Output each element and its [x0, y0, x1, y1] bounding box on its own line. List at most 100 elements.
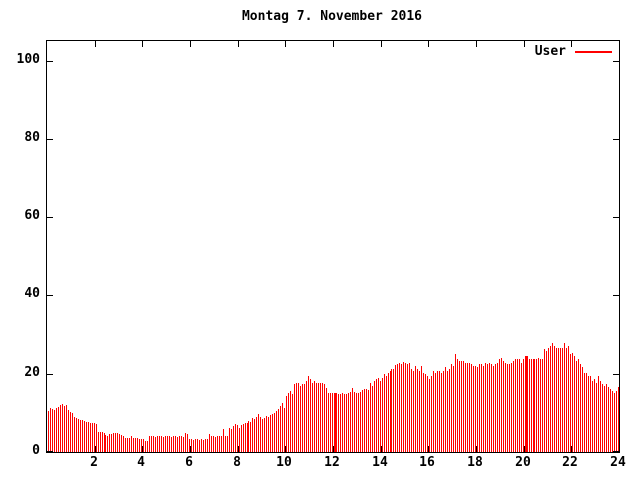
data-bar [332, 393, 333, 452]
data-bar [113, 433, 114, 452]
data-bar [250, 422, 251, 452]
data-bar [449, 369, 450, 452]
data-bar [382, 378, 383, 452]
data-bar [568, 346, 569, 452]
data-bar [467, 363, 468, 452]
data-bar [302, 384, 303, 452]
data-bar [123, 436, 124, 452]
data-bar [572, 353, 573, 452]
data-bar [527, 356, 528, 452]
data-bar [491, 364, 492, 452]
data-bar [167, 436, 168, 452]
x-tick-mark [476, 41, 477, 47]
x-tick-mark [190, 41, 191, 47]
x-tick-mark [142, 41, 143, 47]
data-bar [604, 386, 605, 452]
x-tick-mark [381, 41, 382, 47]
y-tick-mark [47, 61, 53, 62]
x-tick-mark [333, 41, 334, 47]
data-bar [501, 358, 502, 452]
data-bar [215, 437, 216, 452]
x-tick-label: 4 [137, 455, 145, 470]
data-bar [536, 359, 537, 452]
data-bar [211, 436, 212, 452]
data-bar [594, 379, 595, 452]
data-bar [80, 420, 81, 452]
data-bar [191, 439, 192, 452]
data-bar [280, 406, 281, 452]
data-bar [260, 417, 261, 452]
data-bar [169, 436, 170, 452]
data-bar [239, 428, 240, 452]
data-bar [469, 363, 470, 452]
data-bar [606, 384, 607, 452]
data-bar [64, 406, 65, 452]
data-bar [205, 439, 206, 452]
data-bar [177, 437, 178, 452]
data-bar [296, 383, 297, 452]
data-bar [544, 349, 545, 452]
data-bar [600, 381, 601, 452]
data-bar [519, 359, 520, 452]
data-bar [556, 348, 557, 452]
x-tick-mark [428, 41, 429, 47]
data-bar [390, 371, 391, 452]
data-bar [111, 434, 112, 452]
data-bar [378, 378, 379, 452]
data-bar [322, 383, 323, 452]
data-bar [550, 346, 551, 452]
data-bar [115, 433, 116, 452]
data-bar [264, 418, 265, 452]
x-tick-mark [476, 446, 477, 452]
data-bar [254, 419, 255, 452]
data-bar [616, 391, 617, 452]
data-bar [354, 392, 355, 452]
data-bar [465, 363, 466, 452]
data-bar [282, 403, 283, 452]
legend: User [535, 45, 612, 58]
y-tick-mark [47, 451, 53, 452]
y-tick-label: 0 [32, 443, 40, 458]
data-bar [125, 438, 126, 452]
data-bar [328, 393, 329, 452]
data-bar [580, 364, 581, 452]
data-bar [94, 423, 95, 452]
data-bar [88, 422, 89, 452]
data-bar [503, 361, 504, 452]
data-bar [507, 364, 508, 452]
data-bar [133, 438, 134, 452]
y-tick-mark [613, 451, 619, 452]
data-bar [356, 393, 357, 452]
data-bar [523, 359, 524, 452]
data-bar [399, 363, 400, 452]
data-bar [231, 429, 232, 452]
data-bar [558, 348, 559, 452]
data-bar [308, 376, 309, 452]
data-bar [76, 418, 77, 452]
data-bar [340, 394, 341, 452]
data-bar [540, 359, 541, 452]
y-tick-mark [613, 374, 619, 375]
data-bar [586, 373, 587, 452]
x-tick-label: 20 [515, 455, 531, 470]
data-bar [529, 359, 530, 452]
data-bar [155, 437, 156, 452]
x-tick-label: 18 [467, 455, 483, 470]
data-bar [252, 418, 253, 452]
data-bar [117, 433, 118, 452]
y-tick-mark [47, 217, 53, 218]
data-bar [455, 354, 456, 452]
data-bar [119, 434, 120, 452]
y-tick-label: 100 [16, 52, 40, 67]
data-bar [183, 437, 184, 452]
data-bar [588, 376, 589, 452]
y-tick-mark [47, 295, 53, 296]
data-bar [262, 419, 263, 452]
data-bar [54, 410, 55, 452]
data-bar [427, 376, 428, 452]
data-bar [209, 434, 210, 452]
data-bar [131, 436, 132, 452]
x-tick-mark [381, 446, 382, 452]
x-tick-label: 16 [419, 455, 435, 470]
